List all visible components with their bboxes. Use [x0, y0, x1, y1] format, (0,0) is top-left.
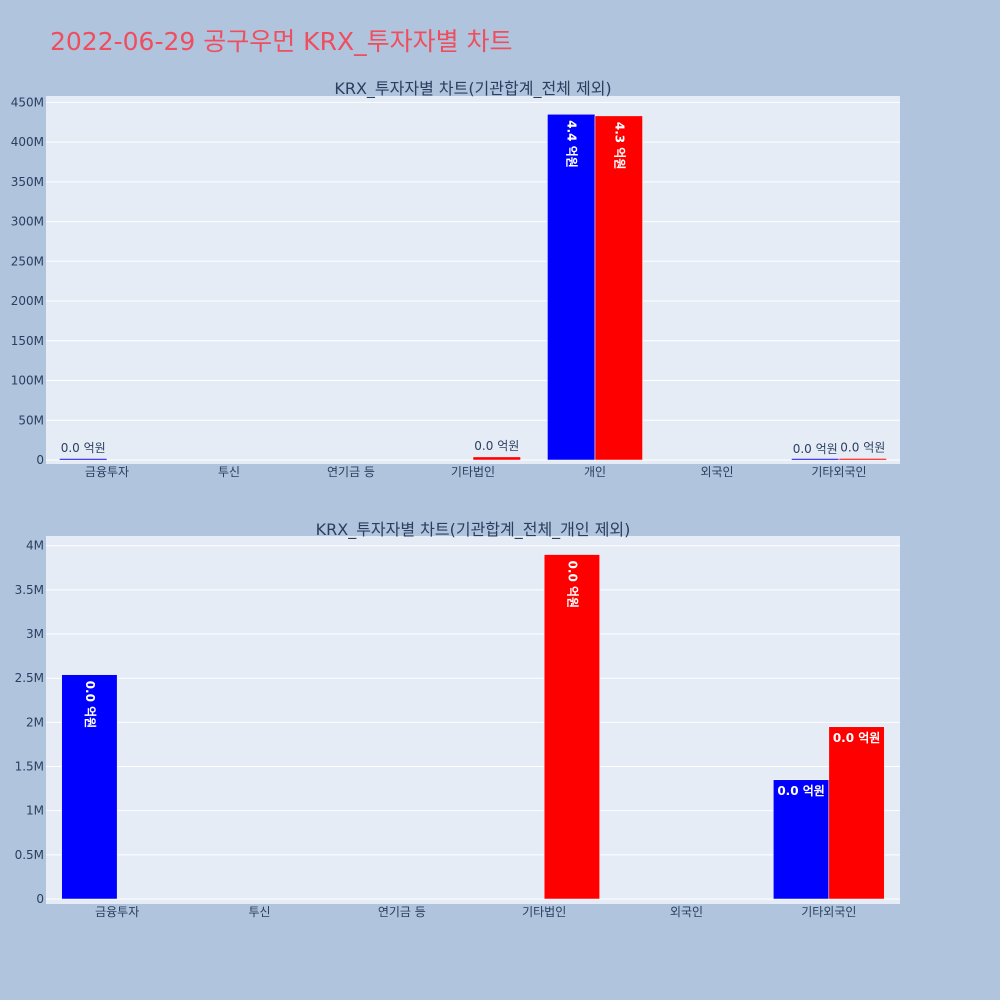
bar-value-label: 4.3 억원	[612, 122, 626, 170]
page-title: 2022-06-29 공구우먼 KRX_투자자별 차트	[50, 27, 513, 56]
chart-title: KRX_투자자별 차트(기관합계_전체 제외)	[334, 79, 611, 99]
x-tick-label: 기타외국인	[811, 465, 866, 479]
x-tick-label: 투신	[218, 465, 240, 479]
bar-value-label: 0.0 억원	[777, 784, 825, 798]
bar-value-label: 0.0 억원	[83, 681, 97, 729]
y-tick-label: 250M	[11, 254, 44, 268]
y-tick-label: 0.5M	[15, 848, 44, 862]
y-tick-label: 50M	[18, 413, 44, 427]
bar-value-label: 4.4 억원	[565, 120, 579, 168]
y-tick-label: 2M	[26, 715, 44, 729]
bar-value-label: 0.0 억원	[833, 731, 881, 745]
chart-title: KRX_투자자별 차트(기관합계_전체_개인 제외)	[316, 520, 631, 540]
y-tick-label: 4M	[26, 539, 44, 553]
y-tick-label: 450M	[11, 95, 44, 109]
y-tick-label: 100M	[11, 374, 44, 388]
investor-chart-top: KRX_투자자별 차트(기관합계_전체 제외) 0 50M 100M 150M 200M 2…	[11, 79, 900, 479]
x-tick-label: 연기금 등	[327, 465, 375, 479]
y-tick-label: 150M	[11, 334, 44, 348]
bar-value-label: 0.0 억원	[565, 561, 579, 609]
y-tick-label: 350M	[11, 175, 44, 189]
x-tick-label: 금융투자	[95, 905, 139, 919]
bar-value-label: 0.0 억원	[61, 441, 106, 455]
bar	[791, 458, 840, 461]
x-tick-label: 외국인	[670, 905, 703, 919]
y-tick-label: 300M	[11, 215, 44, 229]
bar-value-label: 0.0 억원	[840, 440, 885, 454]
x-tick-label: 기타외국인	[801, 905, 856, 919]
bar	[594, 115, 643, 461]
bar	[59, 458, 108, 461]
plot-area	[46, 96, 900, 464]
x-tick-label: 기타법인	[451, 465, 495, 479]
x-tick-label: 금융투자	[85, 465, 129, 479]
x-tick-label: 연기금 등	[378, 905, 426, 919]
y-tick-label: 1M	[26, 804, 44, 818]
y-tick-label: 0	[36, 453, 44, 467]
y-tick-label: 400M	[11, 135, 44, 149]
bar	[838, 458, 887, 461]
bar	[773, 779, 830, 900]
bar	[543, 554, 600, 900]
plot-area	[46, 536, 900, 904]
bar	[547, 114, 596, 461]
bar	[828, 726, 885, 900]
y-tick-label: 1.5M	[15, 760, 44, 774]
x-tick-label: 투신	[248, 905, 270, 919]
x-tick-label: 외국인	[700, 465, 733, 479]
x-tick-label: 개인	[584, 465, 606, 479]
y-tick-label: 0	[36, 892, 44, 906]
y-tick-label: 3.5M	[15, 583, 44, 597]
y-tick-label: 2.5M	[15, 671, 44, 685]
investor-chart-bottom: KRX_투자자별 차트(기관합계_전체_개인 제외) 0 0.5M 1M 1.5M 2M 2…	[15, 520, 900, 919]
bar	[472, 456, 521, 461]
bar	[61, 674, 118, 900]
y-tick-label: 200M	[11, 294, 44, 308]
bar-value-label: 0.0 억원	[793, 442, 838, 456]
bar-value-label: 0.0 억원	[474, 439, 519, 453]
x-tick-label: 기타법인	[522, 905, 566, 919]
y-tick-label: 3M	[26, 627, 44, 641]
